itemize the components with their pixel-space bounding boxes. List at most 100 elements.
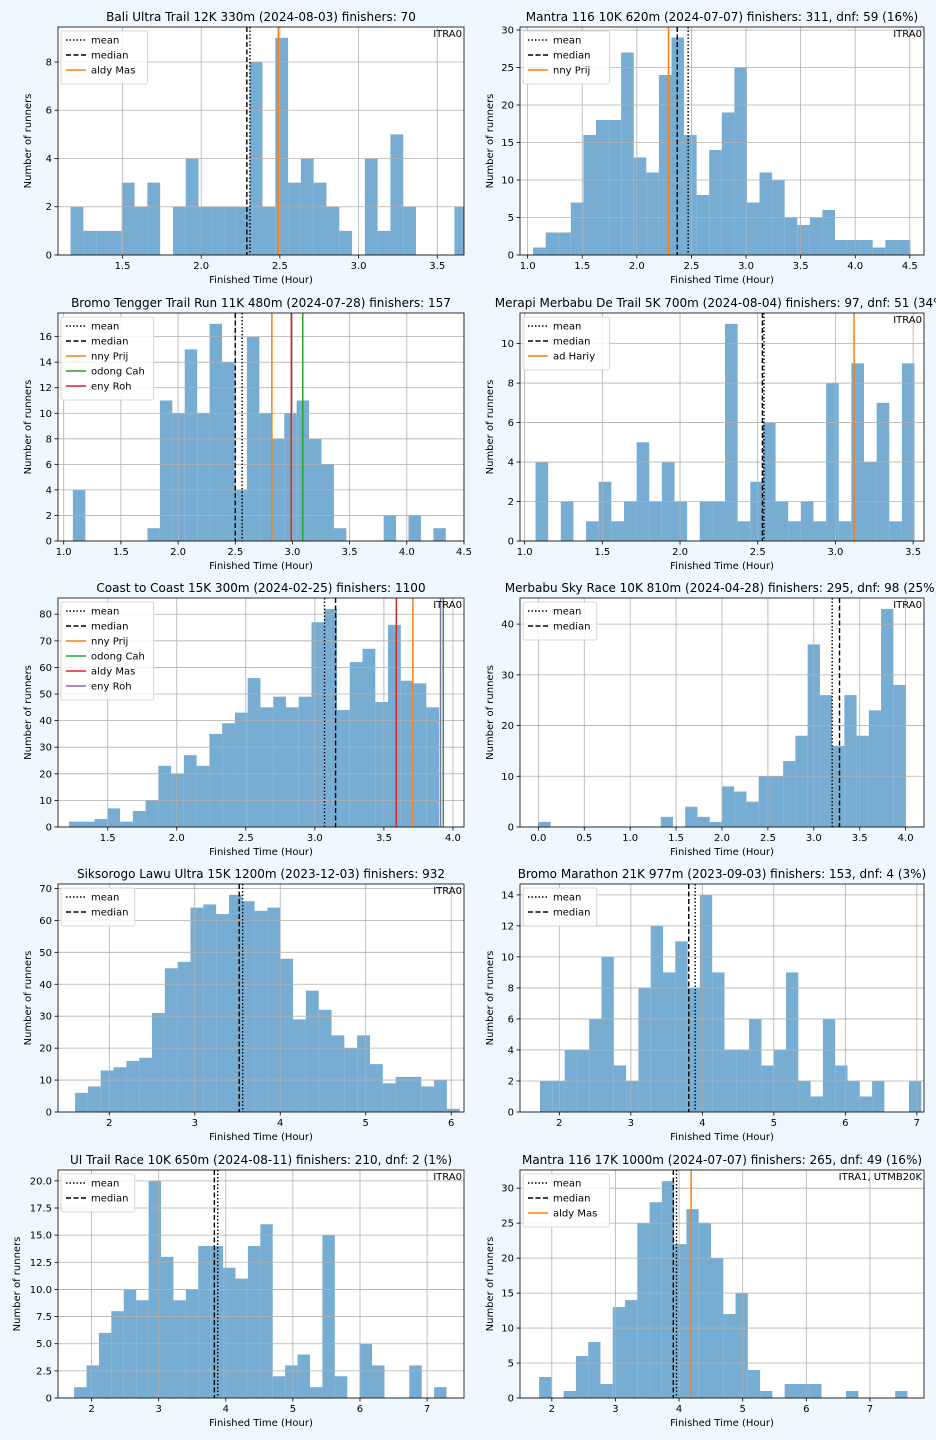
x-tick-label: 5 (363, 1118, 369, 1129)
histogram-bar (721, 112, 735, 255)
histogram-bar (784, 1384, 797, 1398)
histogram-bar (87, 1086, 101, 1112)
histogram-bar (795, 735, 808, 827)
legend-label: mean (91, 1179, 119, 1190)
histogram-bar (712, 501, 726, 541)
histogram-bar (575, 1356, 589, 1398)
legend-label: ad Hariy (553, 352, 595, 363)
histogram-bar (649, 1202, 662, 1398)
y-tick-label: 50 (39, 948, 52, 959)
histogram-bar (747, 1370, 761, 1398)
x-tick-label: 3.5 (852, 833, 868, 844)
y-tick-label: 30 (501, 26, 514, 37)
histogram-bar (533, 247, 546, 255)
legend-label: aldy Mas (553, 1209, 597, 1220)
histogram-bar (734, 791, 747, 827)
histogram-bar (723, 1314, 736, 1398)
y-tick-label: 16 (39, 332, 52, 343)
histogram-bar (107, 808, 121, 827)
reference-lines (213, 1170, 219, 1398)
y-tick-label: 0 (46, 1394, 52, 1405)
histogram-bar (809, 1384, 822, 1398)
y-tick-label: 40 (501, 620, 514, 631)
histogram-bar (159, 400, 173, 541)
chart-panel-6: 0.0 0.5 1.0 1.5 2.0 2.5 3.0 3.5 4.0 0 10 20 30 40 Merb… (485, 581, 936, 858)
histogram-bar (800, 501, 814, 541)
x-tick-label: 3 (628, 1118, 634, 1129)
reference-lines (672, 1170, 692, 1398)
reference-lines (238, 884, 244, 1112)
histogram-bar (762, 422, 776, 541)
x-tick-label: 4 (699, 1118, 705, 1129)
histogram-bar (889, 521, 902, 541)
y-tick-label: 6 (508, 1014, 514, 1025)
histogram-bar (111, 1311, 124, 1398)
histogram-bar (613, 1065, 627, 1112)
histogram-bar (408, 1076, 422, 1112)
x-tick-label: 3 (155, 1404, 161, 1415)
y-tick-label: 12 (39, 383, 52, 394)
histogram-bar (697, 816, 710, 827)
x-tick-label: 1.0 (622, 833, 638, 844)
x-axis-label: Finished Time (Hour) (209, 275, 313, 286)
histogram-bar (267, 907, 281, 1112)
histogram-bar (349, 662, 363, 827)
histogram-bar (623, 501, 637, 541)
histogram-bar (311, 622, 325, 827)
x-tick-label: 2.5 (227, 547, 243, 558)
histogram-bar (446, 1108, 460, 1112)
x-tick-label: 4 (277, 1118, 283, 1129)
itra-label: ITRA1, UTMB20K (839, 1172, 923, 1183)
x-tick-label: 1.5 (113, 547, 129, 558)
y-tick-label: 10 (501, 176, 514, 187)
histogram-bar (369, 1064, 383, 1112)
histogram-bar (788, 521, 801, 541)
reference-lines (246, 27, 280, 255)
histogram-bar (881, 608, 894, 827)
histogram-bar (454, 206, 464, 255)
y-tick-label: 20 (501, 1254, 514, 1265)
y-tick-label: 10 (501, 772, 514, 783)
histogram-bar (868, 710, 882, 827)
x-tick-label: 6 (842, 1118, 848, 1129)
histogram-bar (293, 1019, 306, 1112)
histogram-bar (262, 206, 276, 255)
histogram-bar (247, 1246, 261, 1398)
x-tick-label: 6 (803, 1404, 809, 1415)
histogram-bar (285, 707, 299, 827)
y-axis-label: Number of runners (485, 94, 496, 189)
axes-frame (57, 883, 465, 1113)
x-tick-label: 2 (549, 1404, 555, 1415)
histogram-bar (390, 134, 404, 255)
histogram-bar (859, 1096, 873, 1112)
histogram-bar (152, 1013, 165, 1112)
histogram-bar (224, 206, 237, 255)
histogram-bar (646, 172, 659, 255)
itra-label: ITRA0 (893, 600, 922, 611)
histogram-bar (760, 1391, 773, 1398)
x-tick-label: 7 (914, 1118, 920, 1129)
histogram-bar (241, 901, 255, 1112)
x-tick-label: 5 (739, 1404, 745, 1415)
histogram-bar (309, 1387, 323, 1398)
y-axis-label: Number of runners (12, 1237, 23, 1332)
y-tick-label: 6 (46, 460, 52, 471)
chart-title: Bromo Tengger Trail Run 11K 480m (2024-0… (71, 296, 451, 310)
x-tick-label: 2.5 (760, 833, 776, 844)
histogram-bar (94, 819, 108, 827)
y-tick-label: 5.0 (36, 1339, 52, 1350)
legend: mean median ad Hariy (522, 316, 610, 371)
histogram-bar (750, 481, 763, 541)
histogram-bar (183, 755, 197, 827)
histogram-bar (377, 230, 391, 255)
histogram-bar (305, 990, 319, 1112)
histogram-bar (775, 501, 789, 541)
histogram-bar (847, 1080, 860, 1112)
y-tick-label: 4 (508, 458, 514, 469)
legend-label: nny Prij (91, 352, 128, 363)
x-tick-label: 4.0 (898, 833, 914, 844)
histogram-bar (649, 501, 662, 541)
x-tick-label: 3 (612, 1404, 618, 1415)
x-tick-label: 3.0 (827, 547, 843, 558)
legend-box (60, 887, 136, 927)
